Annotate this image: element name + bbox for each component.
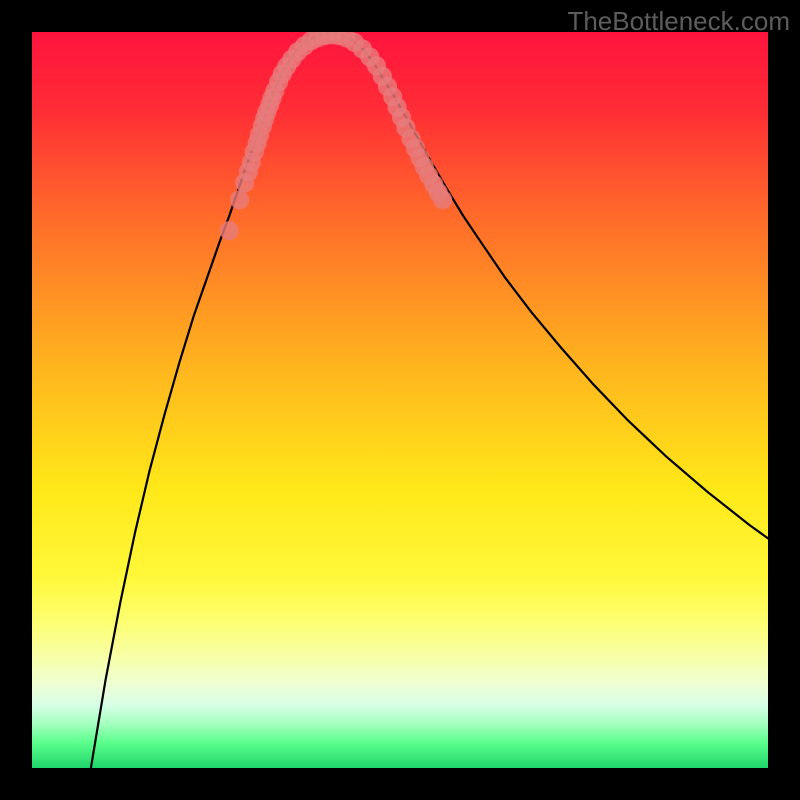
scatter-point (220, 221, 239, 240)
plot-area (32, 32, 768, 768)
scatter-point (230, 190, 249, 209)
gradient-background (32, 32, 768, 768)
chart-frame: TheBottleneck.com (0, 0, 800, 800)
watermark-label: TheBottleneck.com (567, 6, 790, 37)
chart-svg (32, 32, 768, 768)
scatter-point (433, 190, 452, 209)
